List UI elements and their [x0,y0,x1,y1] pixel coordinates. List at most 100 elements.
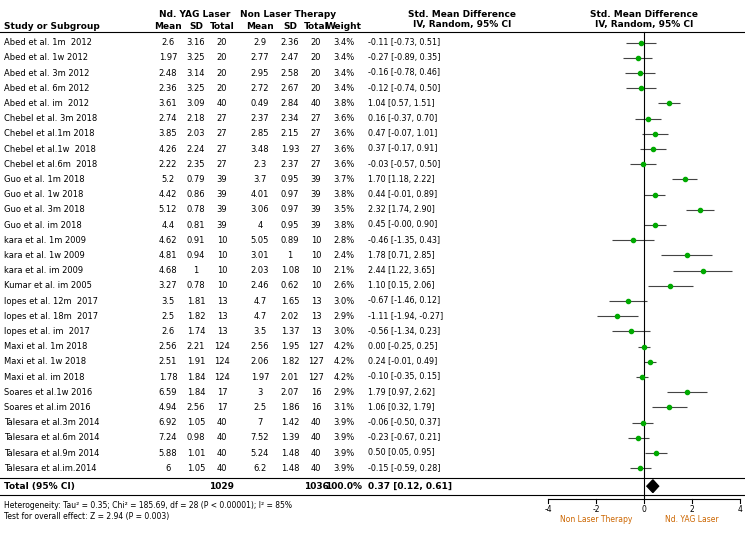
Text: 2.37: 2.37 [281,160,299,169]
Text: 0.97: 0.97 [281,205,299,215]
Text: -1.11 [-1.94, -0.27]: -1.11 [-1.94, -0.27] [368,312,443,321]
Text: 3.5: 3.5 [162,296,174,306]
Text: 0.78: 0.78 [187,281,206,291]
Text: 0.47 [-0.07, 1.01]: 0.47 [-0.07, 1.01] [368,129,437,139]
Text: 40: 40 [217,99,227,108]
Text: 13: 13 [217,312,227,321]
Text: 0.94: 0.94 [187,251,205,260]
Text: 10: 10 [311,251,321,260]
Text: 1: 1 [288,251,293,260]
Text: Guo et al. 3m 2018: Guo et al. 3m 2018 [4,205,85,215]
Text: 0.95: 0.95 [281,175,299,184]
Text: 10: 10 [217,251,227,260]
Text: Guo et al. 1m 2018: Guo et al. 1m 2018 [4,175,85,184]
Text: 3.01: 3.01 [251,251,269,260]
Text: 2.56: 2.56 [251,342,269,351]
Text: 20: 20 [217,84,227,93]
Text: Talesara et al.6m 2014: Talesara et al.6m 2014 [4,433,100,443]
Text: 0.79: 0.79 [187,175,206,184]
Polygon shape [647,480,659,493]
Text: 39: 39 [311,220,321,230]
Text: 2.3: 2.3 [253,160,267,169]
Text: Std. Mean Difference: Std. Mean Difference [408,10,516,19]
Text: Talesara et al.im.2014: Talesara et al.im.2014 [4,464,97,473]
Text: 4.01: 4.01 [251,190,269,199]
Text: lopes et al. 18m  2017: lopes et al. 18m 2017 [4,312,98,321]
Text: 1.81: 1.81 [187,296,206,306]
Text: 13: 13 [217,327,227,336]
Text: 3.14: 3.14 [187,68,206,78]
Text: Abed et al. 1m  2012: Abed et al. 1m 2012 [4,38,92,47]
Text: Abed et al. 1w 2012: Abed et al. 1w 2012 [4,53,88,63]
Text: 3.6%: 3.6% [333,160,355,169]
Text: Nd. YAG Laser: Nd. YAG Laser [665,515,719,524]
Text: 4.26: 4.26 [159,144,177,154]
Text: 39: 39 [217,205,227,215]
Text: 3.27: 3.27 [159,281,177,291]
Text: 3.9%: 3.9% [333,418,355,427]
Text: 4.2%: 4.2% [334,342,355,351]
Text: 1.48: 1.48 [281,448,299,458]
Text: 0.78: 0.78 [187,205,206,215]
Text: 40: 40 [217,464,227,473]
Text: 4.7: 4.7 [253,312,267,321]
Text: 1.82: 1.82 [281,357,299,367]
Text: 20: 20 [311,84,321,93]
Text: 39: 39 [311,190,321,199]
Text: 40: 40 [311,99,321,108]
Text: 3.9%: 3.9% [333,433,355,443]
Text: 40: 40 [217,418,227,427]
Text: 10: 10 [311,281,321,291]
Text: kara et al. 1w 2009: kara et al. 1w 2009 [4,251,85,260]
Text: 16: 16 [311,403,321,412]
Text: Kumar et al. im 2005: Kumar et al. im 2005 [4,281,92,291]
Text: 27: 27 [217,114,227,123]
Text: 2.84: 2.84 [281,99,299,108]
Text: 27: 27 [311,160,321,169]
Text: 16: 16 [311,388,321,397]
Text: 13: 13 [311,312,321,321]
Text: 4.62: 4.62 [159,236,177,245]
Text: 2.77: 2.77 [250,53,269,63]
Text: 7.24: 7.24 [159,433,177,443]
Text: 1.39: 1.39 [281,433,299,443]
Text: 6.92: 6.92 [159,418,177,427]
Text: 4: 4 [257,220,263,230]
Text: 20: 20 [311,68,321,78]
Text: 3.16: 3.16 [187,38,206,47]
Text: 127: 127 [308,342,324,351]
Text: Soares et al.im 2016: Soares et al.im 2016 [4,403,91,412]
Text: -0.56 [-1.34, 0.23]: -0.56 [-1.34, 0.23] [368,327,440,336]
Text: 0.24 [-0.01, 0.49]: 0.24 [-0.01, 0.49] [368,357,437,367]
Text: 5.24: 5.24 [251,448,269,458]
Text: 1.01: 1.01 [187,448,205,458]
Text: -0.16 [-0.78, 0.46]: -0.16 [-0.78, 0.46] [368,68,440,78]
Text: 1.97: 1.97 [251,372,269,382]
Text: 2.5: 2.5 [162,312,174,321]
Text: 1.10 [0.15, 2.06]: 1.10 [0.15, 2.06] [368,281,434,291]
Text: 4.42: 4.42 [159,190,177,199]
Text: 0: 0 [641,505,647,514]
Text: 7: 7 [257,418,263,427]
Text: Chebel et al.6m  2018: Chebel et al.6m 2018 [4,160,98,169]
Text: Maxi et al. im 2018: Maxi et al. im 2018 [4,372,84,382]
Text: IV, Random, 95% CI: IV, Random, 95% CI [595,20,693,29]
Text: 1029: 1029 [209,482,235,490]
Text: 27: 27 [217,160,227,169]
Text: 1.91: 1.91 [187,357,205,367]
Text: Talesara et al.3m 2014: Talesara et al.3m 2014 [4,418,100,427]
Text: 20: 20 [311,38,321,47]
Text: IV, Random, 95% CI: IV, Random, 95% CI [413,20,511,29]
Text: 2.06: 2.06 [251,357,269,367]
Text: 3.0%: 3.0% [333,327,355,336]
Text: 3.1%: 3.1% [333,403,355,412]
Text: 3.85: 3.85 [159,129,177,139]
Text: 6.59: 6.59 [159,388,177,397]
Text: 1.79 [0.97, 2.62]: 1.79 [0.97, 2.62] [368,388,435,397]
Text: 3.8%: 3.8% [333,220,355,230]
Text: 0.44 [-0.01, 0.89]: 0.44 [-0.01, 0.89] [368,190,437,199]
Text: 4.2%: 4.2% [334,372,355,382]
Text: Chebel et al. 3m 2018: Chebel et al. 3m 2018 [4,114,98,123]
Text: 1.78 [0.71, 2.85]: 1.78 [0.71, 2.85] [368,251,435,260]
Text: 5.05: 5.05 [251,236,269,245]
